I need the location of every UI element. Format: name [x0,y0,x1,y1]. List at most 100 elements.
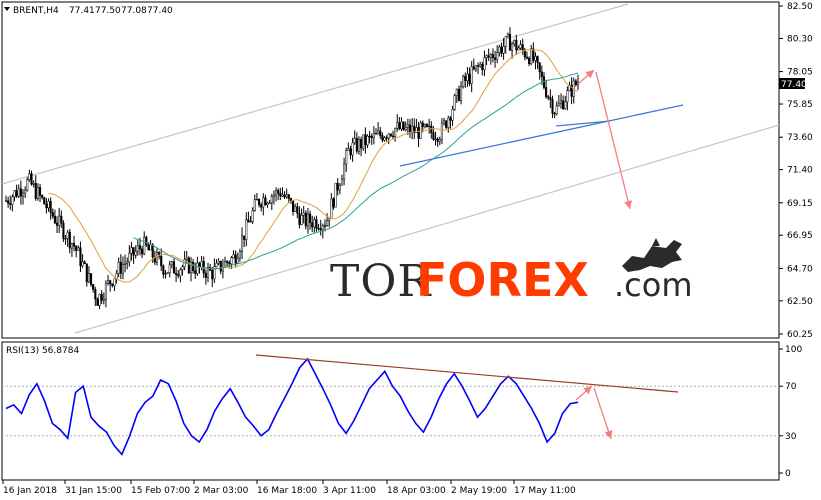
candle-body [553,113,556,115]
candle-body [491,54,494,58]
candle-body [464,75,467,81]
candle-body [272,194,275,197]
forecast-up-arrow-head [585,70,594,79]
candle-body [81,261,84,267]
candle-body [347,148,350,151]
low-value: 77.08 [121,6,147,16]
candle-body [170,261,173,266]
candle-body [311,222,314,228]
candle-body [41,195,44,198]
candle-body [217,260,220,264]
candle-body [236,257,239,264]
watermark-tor: TOR [330,256,432,307]
candle-body [200,261,203,268]
candle-body [79,247,82,267]
channel-upper-line [1,3,629,185]
candle-body [168,264,171,273]
candle-body [232,254,235,259]
candle-body [372,133,375,138]
candle-body [275,190,278,196]
candle-body [243,235,246,240]
candle-body [428,125,431,127]
candle-body [100,294,103,301]
candle-body [36,187,39,199]
candle-body [374,133,378,135]
candle-body [370,135,373,138]
current-price-label: 77.40 [781,80,807,90]
candle-body [574,80,577,85]
candle-body [404,127,407,131]
candle-body [449,117,452,121]
candle-body [328,218,331,221]
candle-body [530,48,533,64]
high-value: 77.50 [95,6,121,16]
rsi-forecast-up-arrow-head [583,386,592,395]
candle-body [60,215,63,224]
candle-body [289,198,292,201]
candle-body [13,190,16,198]
candle-body [9,203,12,205]
candle-body [466,73,469,81]
candle-body [330,198,333,219]
collapse-triangle-icon[interactable] [4,7,10,11]
candle-body [504,36,507,47]
time-tick-label: 15 Feb 07:00 [131,486,190,496]
candle-body [49,200,52,213]
candle-body [98,294,101,306]
candle-body [562,100,565,109]
candle-body [389,133,392,137]
rsi-tick-label: 30 [785,432,797,442]
candle-body [487,55,490,58]
candle-body [109,280,112,285]
rsi-forecast-down-arrow [593,387,612,440]
watermark-forex: FOREX [416,253,589,307]
candle-body [155,252,159,263]
ohlc-header: BRENT,H4 77.41 77.50 77.08 77.40 [4,6,173,16]
candle-body [489,54,492,58]
candle-body [234,254,237,264]
candle-body [353,137,356,144]
candle-body [104,282,107,300]
time-tick-label: 31 Jan 15:00 [65,486,122,496]
candle-body [292,200,295,212]
candle-body [145,236,148,246]
rsi-tick-label: 100 [785,345,802,355]
candle-body [534,56,537,61]
candle-body [194,270,197,274]
candle-body [211,270,214,280]
ma-slow-line [133,72,579,270]
candle-body [368,135,371,138]
candle-body [434,138,437,140]
candle-body [228,262,231,265]
candle-body [326,220,329,227]
candle-body [62,222,65,240]
candle-body [517,47,520,51]
candle-body [306,213,309,227]
candle-body [294,206,297,212]
candle-body [238,251,241,259]
candle-body [141,248,144,255]
candle-body [515,40,518,51]
candle-body [506,33,509,37]
candle-body [547,96,550,98]
candle-body [206,267,210,278]
candle-body [440,122,443,140]
rsi-divergence-and-forecast [255,354,679,440]
candle-body [87,273,90,283]
candle-body [268,202,271,204]
price-tick-label: 64.70 [787,264,813,274]
candle-body [247,219,250,223]
candle-body [64,238,67,240]
candle-body [55,222,59,226]
candle-body [366,135,369,146]
price-tick-label: 66.95 [787,231,813,241]
candle-body [468,73,471,84]
time-tick-label: 2 May 19:00 [451,486,507,496]
candle-body [349,148,352,156]
rsi-tick-label: 0 [785,469,791,479]
candle-body [408,124,412,134]
candle-body [230,257,233,265]
candle-body [442,120,446,124]
candle-body [102,298,105,301]
